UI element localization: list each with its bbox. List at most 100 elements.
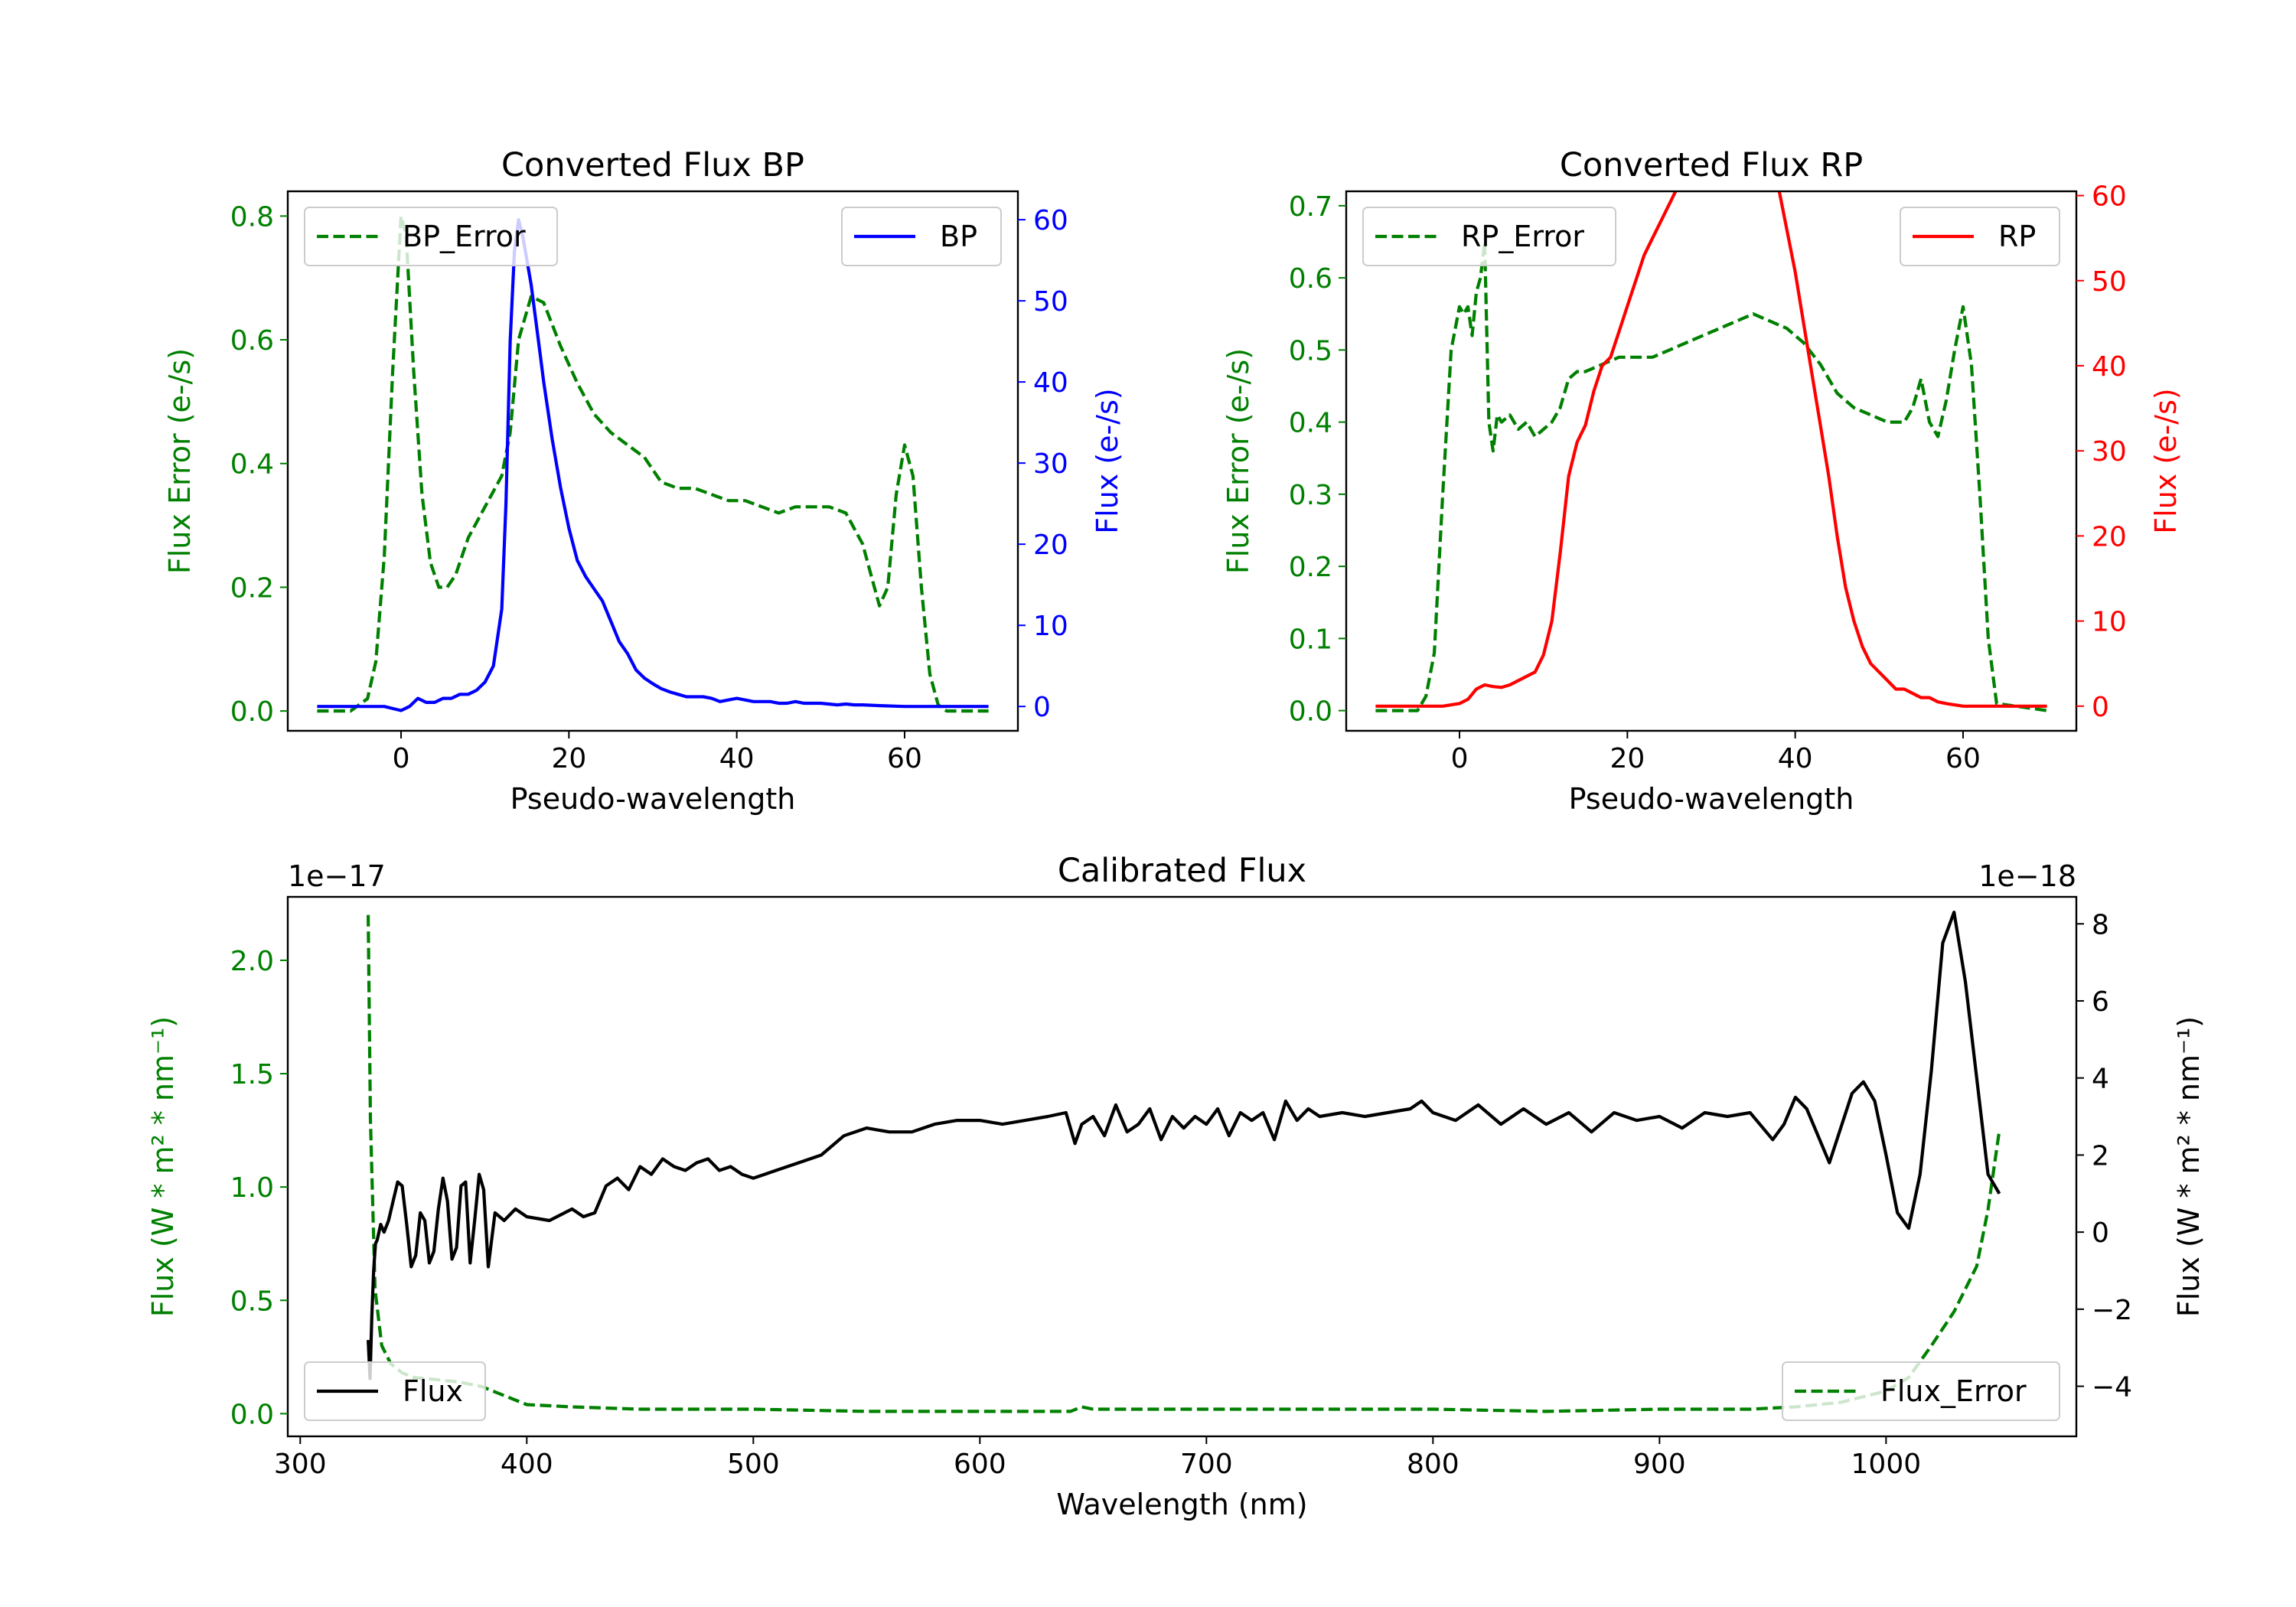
y-right-axis-label: Flux (e-/s) bbox=[2149, 388, 2183, 533]
y-left-tick-label: 0.6 bbox=[230, 325, 274, 357]
y-right-tick-label: 0 bbox=[2092, 692, 2109, 723]
legend-flux-label: Flux bbox=[403, 1374, 463, 1408]
y-left-tick-label: 0.8 bbox=[230, 201, 274, 233]
legend-right: RP bbox=[1900, 207, 2060, 266]
y-left-offset-label: 1e−17 bbox=[288, 859, 386, 893]
x-tick-label: 900 bbox=[1633, 1449, 1686, 1480]
chart-title: Calibrated Flux bbox=[1058, 852, 1306, 890]
y-left-tick-label: 0.0 bbox=[1289, 696, 1332, 728]
legend-left: RP_Error bbox=[1362, 207, 1616, 266]
y-right-tick-label: 20 bbox=[2092, 521, 2127, 553]
chart-title: Converted Flux BP bbox=[501, 146, 804, 184]
y-left-tick-label: 0.3 bbox=[1289, 480, 1332, 511]
legend-right-box bbox=[841, 207, 1002, 266]
y-left-tick-label: 0.1 bbox=[1289, 624, 1332, 655]
y-right-offset-label: 1e−18 bbox=[1978, 859, 2076, 893]
y-right-tick-label: 6 bbox=[2092, 986, 2109, 1018]
axes-frame-calibrated bbox=[286, 895, 2078, 1438]
y-right-tick-label: 0 bbox=[1033, 692, 1051, 723]
series-line-bp bbox=[317, 218, 989, 712]
y-right-tick-label: 50 bbox=[2092, 266, 2127, 298]
x-axis-label: Wavelength (nm) bbox=[1056, 1488, 1307, 1521]
legend-flux: Flux bbox=[304, 1361, 486, 1421]
y-right-tick-label: 40 bbox=[1033, 367, 1068, 399]
y-right-tick-label: 30 bbox=[2092, 436, 2127, 468]
y-right-axis-label: Flux (W * m² * nm⁻¹) bbox=[2172, 1016, 2206, 1317]
x-tick-label: 20 bbox=[1609, 743, 1645, 774]
x-tick-label: 40 bbox=[1778, 743, 1813, 774]
y-left-tick-label: 0.2 bbox=[230, 572, 274, 604]
y-right-tick-label: −4 bbox=[2092, 1372, 2132, 1403]
y-right-tick-label: 20 bbox=[1033, 530, 1068, 561]
legend-flux-box bbox=[304, 1361, 486, 1421]
y-left-tick-label: 0.5 bbox=[1289, 335, 1332, 367]
series-line-rp_error bbox=[1375, 240, 2047, 712]
legend-right: BP bbox=[841, 207, 1002, 266]
y-left-tick-label: 2.0 bbox=[230, 946, 274, 977]
y-left-axis-label: Flux Error (e-/s) bbox=[1221, 348, 1255, 574]
x-tick-label: 20 bbox=[551, 743, 586, 774]
x-tick-label: 0 bbox=[1451, 743, 1469, 774]
y-right-tick-label: 10 bbox=[2092, 607, 2127, 638]
x-tick-label: 800 bbox=[1407, 1449, 1459, 1480]
chart-title: Converted Flux RP bbox=[1560, 146, 1863, 184]
x-tick-label: 500 bbox=[727, 1449, 780, 1480]
legend-left-label: RP_Error bbox=[1461, 220, 1584, 253]
x-axis-label: Pseudo-wavelength bbox=[1569, 782, 1854, 816]
y-left-tick-label: 0.6 bbox=[1289, 263, 1332, 295]
x-tick-label: 60 bbox=[887, 743, 922, 774]
y-right-axis-label: Flux (e-/s) bbox=[1091, 388, 1124, 533]
y-right-tick-label: 40 bbox=[2092, 351, 2127, 383]
y-left-axis-label: Flux (W * m² * nm⁻¹) bbox=[146, 1016, 180, 1317]
y-right-tick-label: 30 bbox=[1033, 448, 1068, 480]
x-tick-label: 0 bbox=[393, 743, 410, 774]
legend-left-label: BP_Error bbox=[403, 220, 526, 253]
x-tick-label: 600 bbox=[954, 1449, 1006, 1480]
series-line-flux_error bbox=[367, 914, 2001, 1413]
chart-calibrated: 300 400 500 600 700 800 900 1000 0.0 0.5 1.0 1.5 2.0… bbox=[146, 852, 2206, 1521]
y-right-tick-label: 60 bbox=[1033, 205, 1068, 236]
y-left-tick-label: 1.0 bbox=[230, 1172, 274, 1204]
y-right-tick-label: 8 bbox=[2092, 909, 2109, 940]
legend-flux-error-box bbox=[1782, 1361, 2060, 1421]
chart-rp: 0 20 40 60 0.0 0.1 0.2 0.3 0.4 0.5 0.6 0.7 0 10 20 30 40… bbox=[1221, 146, 2183, 816]
x-tick-label: 400 bbox=[501, 1449, 553, 1480]
y-left-tick-label: 0.0 bbox=[230, 1399, 274, 1430]
series-line-flux bbox=[367, 911, 2001, 1380]
legend-right-box bbox=[1900, 207, 2060, 266]
x-tick-label: 300 bbox=[274, 1449, 327, 1480]
y-right-tick-label: 50 bbox=[1033, 286, 1068, 318]
y-right-tick-label: 60 bbox=[2092, 181, 2127, 213]
y-left-tick-label: 0.0 bbox=[230, 696, 274, 728]
legend-flux-error-label: Flux_Error bbox=[1880, 1374, 2027, 1408]
y-right-tick-label: 0 bbox=[2092, 1217, 2109, 1249]
legend-flux-error: Flux_Error bbox=[1782, 1361, 2060, 1421]
y-right-tick-label: 10 bbox=[1033, 611, 1068, 642]
y-left-tick-label: 0.4 bbox=[1289, 408, 1332, 439]
axes-frame-rp bbox=[1345, 190, 2078, 732]
series-line-bp_error bbox=[317, 214, 989, 713]
y-left-tick-label: 0.7 bbox=[1289, 191, 1332, 223]
x-tick-label: 40 bbox=[719, 743, 755, 774]
y-left-tick-label: 1.5 bbox=[230, 1059, 274, 1090]
x-tick-label: 700 bbox=[1180, 1449, 1233, 1480]
x-tick-label: 60 bbox=[1945, 743, 1981, 774]
legend-right-label: RP bbox=[1998, 220, 2036, 253]
y-right-tick-label: 4 bbox=[2092, 1064, 2109, 1095]
x-tick-label: 1000 bbox=[1851, 1449, 1922, 1480]
x-axis-label: Pseudo-wavelength bbox=[510, 782, 796, 816]
y-left-axis-label: Flux Error (e-/s) bbox=[163, 348, 197, 574]
legend-right-label: BP bbox=[940, 220, 977, 253]
y-left-tick-label: 0.4 bbox=[230, 449, 274, 481]
legend-left-box bbox=[1362, 207, 1616, 266]
chart-bp: 0 20 40 60 0.0 0.2 0.4 0.6 0.8 0 10 20 30 40 50 60 Conve… bbox=[163, 146, 1124, 816]
axes-frame-bp bbox=[286, 190, 1019, 732]
legend-left-box bbox=[304, 207, 558, 266]
y-left-tick-label: 0.5 bbox=[230, 1286, 274, 1317]
series-line-rp bbox=[1375, 191, 2047, 708]
y-right-tick-label: 2 bbox=[2092, 1140, 2109, 1172]
y-right-tick-label: −2 bbox=[2092, 1295, 2132, 1326]
legend-left: BP_Error bbox=[304, 207, 558, 266]
y-left-tick-label: 0.2 bbox=[1289, 552, 1332, 583]
